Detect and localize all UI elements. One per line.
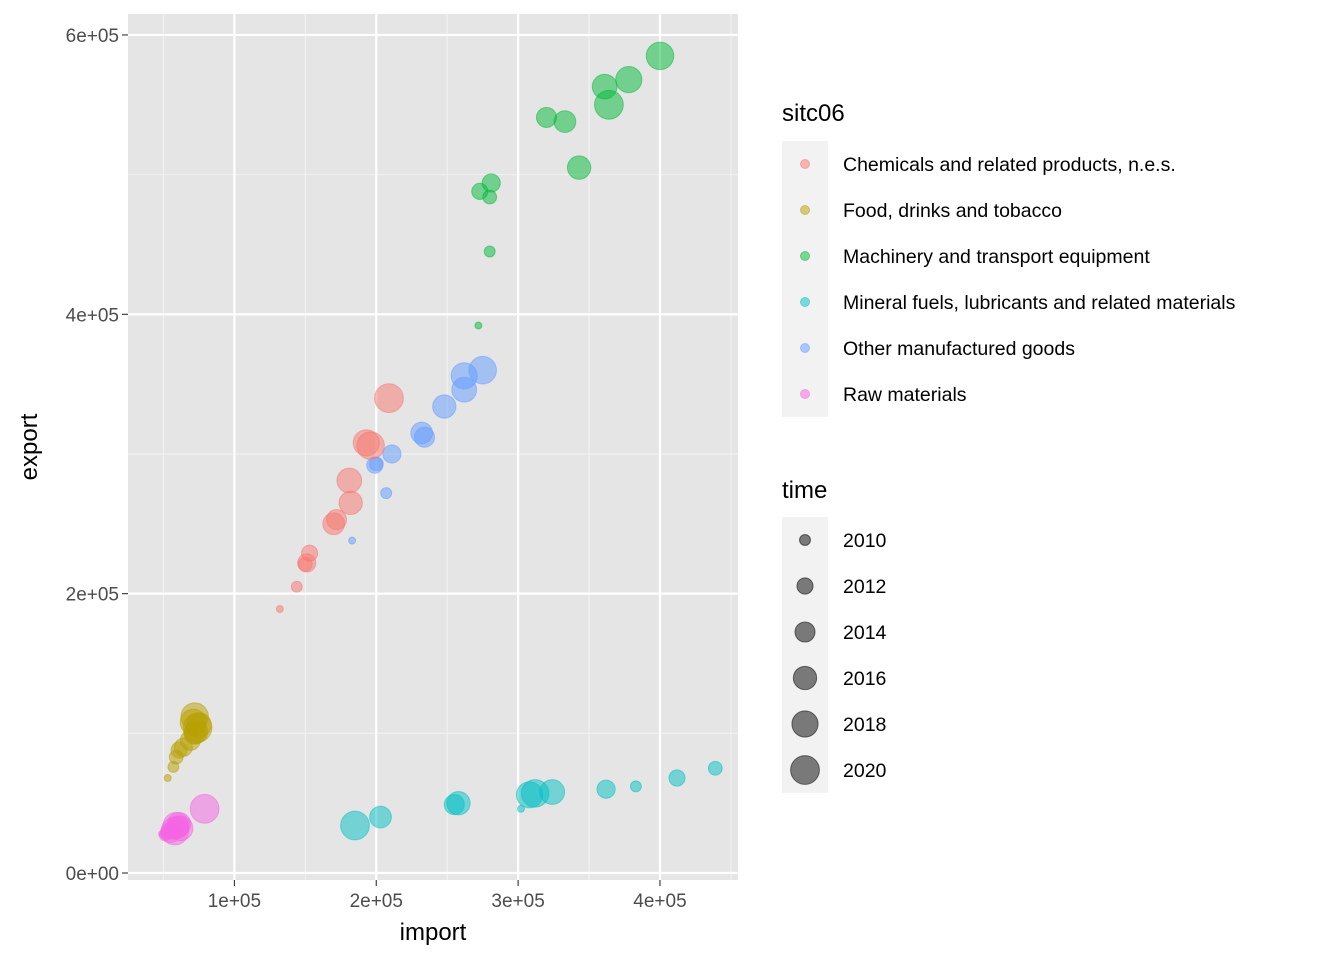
data-point bbox=[707, 760, 723, 776]
data-point bbox=[160, 816, 190, 846]
data-point bbox=[382, 444, 402, 464]
color-legend-label: Raw materials bbox=[843, 384, 967, 406]
size-legend-swatch bbox=[794, 621, 816, 643]
data-point bbox=[348, 536, 357, 545]
data-point bbox=[594, 89, 624, 120]
axes: 1e+05 2e+05 3e+05 4e+05 0e+00 2e+05 4e+05 6e+05 bbox=[66, 26, 687, 912]
major-gridlines bbox=[128, 14, 738, 880]
y-tick-label: 6e+05 bbox=[66, 26, 119, 47]
data-points bbox=[158, 41, 723, 846]
x-tick-label: 3e+05 bbox=[491, 891, 544, 912]
y-tick-label: 4e+05 bbox=[66, 305, 119, 326]
x-tick-label: 2e+05 bbox=[350, 891, 403, 912]
data-point bbox=[290, 580, 303, 593]
color-legend-label: Mineral fuels, lubricants and related ma… bbox=[843, 292, 1236, 314]
size-legend-key-bg bbox=[782, 517, 828, 793]
size-legend-swatch bbox=[790, 755, 820, 785]
data-point bbox=[553, 110, 577, 133]
minor-gridlines bbox=[128, 14, 738, 880]
data-point bbox=[182, 712, 213, 743]
color-legend: sitc06 Chemicals and related products, n… bbox=[782, 100, 1236, 417]
data-point bbox=[189, 793, 220, 824]
size-legend-label: 2018 bbox=[843, 714, 886, 736]
size-legend-label: 2020 bbox=[843, 760, 887, 782]
data-point bbox=[338, 490, 363, 516]
data-point bbox=[336, 467, 363, 494]
data-point bbox=[615, 65, 643, 94]
size-legend-swatch bbox=[791, 710, 819, 738]
data-point bbox=[468, 355, 497, 385]
data-point bbox=[275, 605, 284, 613]
x-tick-label: 4e+05 bbox=[633, 891, 686, 912]
data-point bbox=[297, 553, 317, 573]
color-legend-swatch bbox=[800, 389, 810, 399]
color-legend-swatch bbox=[800, 343, 810, 353]
size-legend-swatch bbox=[796, 577, 814, 595]
data-point bbox=[535, 106, 558, 128]
y-tick-label: 2e+05 bbox=[66, 585, 119, 606]
size-legend-label: 2014 bbox=[843, 622, 887, 644]
data-point bbox=[340, 810, 370, 841]
data-point bbox=[481, 173, 501, 193]
y-axis-title: export bbox=[16, 413, 43, 480]
data-point bbox=[356, 431, 385, 460]
size-legend: time 2010 2012 2014 2016 2018 2020 bbox=[782, 477, 887, 793]
color-legend-label: Machinery and transport equipment bbox=[843, 246, 1150, 268]
data-point bbox=[322, 512, 346, 536]
data-point bbox=[380, 487, 393, 500]
color-legend-swatch bbox=[800, 159, 810, 169]
color-legend-swatch bbox=[800, 205, 810, 215]
color-legend-key-bg bbox=[782, 141, 828, 417]
size-legend-title: time bbox=[782, 477, 827, 504]
data-point bbox=[374, 383, 404, 414]
data-point bbox=[432, 394, 457, 419]
size-legend-label: 2016 bbox=[843, 668, 886, 690]
color-legend-label: Other manufactured goods bbox=[843, 338, 1075, 360]
y-tick-label: 0e+00 bbox=[66, 864, 119, 885]
size-legend-label: 2012 bbox=[843, 576, 886, 598]
plot-panel bbox=[128, 14, 738, 880]
data-point bbox=[483, 245, 496, 258]
data-point bbox=[474, 321, 483, 330]
data-point bbox=[163, 774, 172, 782]
color-legend-label: Chemicals and related products, n.e.s. bbox=[843, 154, 1176, 176]
data-point bbox=[410, 421, 434, 445]
size-legend-label: 2010 bbox=[843, 530, 887, 552]
color-legend-title: sitc06 bbox=[782, 100, 845, 127]
size-legend-swatch bbox=[792, 665, 818, 691]
data-point bbox=[566, 155, 592, 180]
data-point bbox=[369, 805, 392, 829]
data-point bbox=[629, 780, 642, 793]
color-legend-swatch bbox=[800, 251, 810, 261]
data-point bbox=[645, 41, 675, 71]
data-point bbox=[520, 779, 550, 808]
color-legend-swatch bbox=[800, 297, 810, 307]
data-point bbox=[668, 769, 686, 787]
data-point bbox=[596, 779, 616, 799]
color-legend-label: Food, drinks and tobacco bbox=[843, 200, 1062, 222]
x-tick-label: 1e+05 bbox=[208, 891, 261, 912]
data-point bbox=[446, 791, 471, 816]
x-axis-title: import bbox=[400, 919, 467, 946]
size-legend-swatch bbox=[799, 534, 811, 546]
